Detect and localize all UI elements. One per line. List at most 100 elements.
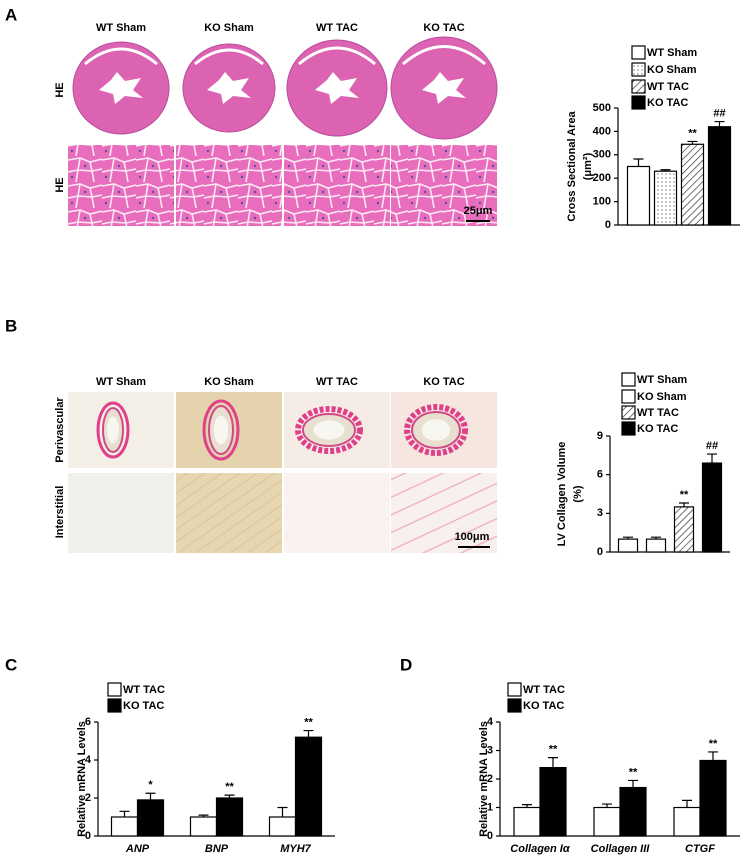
y-tick-label: 4 bbox=[85, 754, 92, 766]
error-bar bbox=[679, 502, 689, 507]
figure-content: A B C D WT Sham KO Sham WT TAC KO TAC WT Sham KO … bbox=[5, 5, 740, 855]
column-header: WT TAC bbox=[316, 22, 358, 34]
x-tick-label: ANP bbox=[125, 843, 150, 855]
error-bar bbox=[687, 140, 698, 145]
legend-swatch bbox=[507, 698, 522, 713]
legend-swatch bbox=[107, 698, 122, 713]
significance-label: ## bbox=[713, 107, 725, 119]
vessel-lumen bbox=[213, 415, 229, 445]
bar bbox=[626, 165, 651, 226]
error-bar bbox=[660, 169, 671, 172]
y-tick-label: 2 bbox=[487, 773, 493, 785]
error-bar bbox=[277, 806, 288, 817]
vessel-lumen bbox=[107, 416, 119, 444]
x-tick-label: Collagen III bbox=[591, 843, 651, 855]
column-header: WT Sham bbox=[96, 22, 146, 34]
bar bbox=[294, 736, 323, 837]
vessel-collagen bbox=[96, 401, 130, 459]
error-bar bbox=[303, 729, 314, 738]
vessel-lumen bbox=[313, 420, 345, 440]
row-label: Perivascular bbox=[54, 397, 66, 463]
significance-label: ** bbox=[629, 766, 638, 778]
he-tissue bbox=[391, 145, 497, 226]
bar bbox=[645, 538, 667, 553]
significance-label: ** bbox=[304, 716, 313, 728]
legend-label: WT Sham bbox=[647, 47, 697, 59]
bar bbox=[701, 462, 723, 553]
legend-label: WT TAC bbox=[123, 684, 165, 696]
y-axis-label: (%) bbox=[572, 485, 584, 502]
legend-label: WT TAC bbox=[647, 81, 689, 93]
legend-swatch bbox=[631, 45, 646, 60]
y-tick-label: 2 bbox=[85, 792, 91, 804]
bar bbox=[513, 806, 541, 837]
bar bbox=[699, 759, 727, 837]
column-header: WT Sham bbox=[96, 376, 146, 388]
panel-letter: B bbox=[5, 316, 17, 335]
heart-lumen bbox=[99, 72, 143, 104]
legend-label: WT TAC bbox=[523, 684, 565, 696]
x-tick-label: MYH7 bbox=[280, 843, 311, 855]
bar bbox=[136, 799, 165, 837]
y-tick-label: 500 bbox=[593, 102, 611, 114]
column-header: KO Sham bbox=[204, 22, 254, 34]
row-label: HE bbox=[54, 82, 66, 97]
bar bbox=[680, 143, 705, 226]
legend-swatch bbox=[621, 421, 636, 436]
error-bar bbox=[682, 799, 692, 808]
error-bar bbox=[602, 803, 612, 808]
error-bar bbox=[628, 779, 638, 788]
bar bbox=[110, 816, 139, 837]
interstitial-tissue bbox=[391, 473, 497, 553]
column-header: WT TAC bbox=[316, 376, 358, 388]
scale-label: 100μm bbox=[455, 531, 490, 543]
heart-ring bbox=[194, 48, 264, 66]
error-bar bbox=[707, 453, 717, 464]
panel-letter: A bbox=[5, 5, 17, 24]
bar bbox=[593, 806, 621, 837]
heart-ring bbox=[84, 47, 158, 66]
significance-label: ## bbox=[706, 440, 718, 452]
legend-label: WT Sham bbox=[637, 374, 687, 386]
y-tick-label: 300 bbox=[593, 149, 611, 161]
error-bar bbox=[145, 792, 156, 800]
y-tick-label: 400 bbox=[593, 125, 611, 137]
row-label: HE bbox=[54, 177, 66, 192]
error-bar bbox=[224, 794, 235, 798]
error-bar bbox=[119, 810, 130, 817]
bar bbox=[653, 170, 678, 226]
legend-swatch bbox=[631, 79, 646, 94]
column-header: KO Sham bbox=[204, 376, 254, 388]
legend-swatch bbox=[621, 389, 636, 404]
bar bbox=[707, 126, 732, 226]
error-bar bbox=[522, 804, 532, 808]
bar bbox=[268, 816, 297, 837]
vessel-lumen bbox=[421, 419, 451, 441]
column-header: KO TAC bbox=[423, 22, 464, 34]
y-axis-label: Relative mRNA Levels bbox=[76, 721, 88, 837]
y-axis-label: Relative mRNA Levels bbox=[478, 721, 490, 837]
y-tick-label: 0 bbox=[605, 219, 611, 231]
heart-ring bbox=[298, 46, 376, 66]
y-tick-label: 4 bbox=[487, 716, 494, 728]
y-tick-label: 200 bbox=[593, 172, 611, 184]
legend-label: KO TAC bbox=[123, 700, 164, 712]
y-tick-label: 9 bbox=[597, 430, 603, 442]
bar bbox=[673, 806, 701, 837]
legend-swatch bbox=[107, 682, 122, 697]
error-bar bbox=[198, 814, 209, 817]
y-tick-label: 100 bbox=[593, 196, 611, 208]
error-bar bbox=[633, 158, 644, 167]
legend-swatch bbox=[507, 682, 522, 697]
panel-letter: D bbox=[400, 655, 412, 674]
he-tissue bbox=[284, 145, 390, 226]
legend-label: KO TAC bbox=[637, 423, 678, 435]
y-tick-label: 3 bbox=[597, 507, 603, 519]
error-bar bbox=[651, 536, 661, 540]
legend-swatch bbox=[631, 95, 646, 110]
heart-lumen bbox=[207, 72, 251, 104]
significance-label: ** bbox=[549, 744, 558, 756]
significance-label: * bbox=[148, 779, 153, 791]
y-tick-label: 3 bbox=[487, 744, 493, 756]
